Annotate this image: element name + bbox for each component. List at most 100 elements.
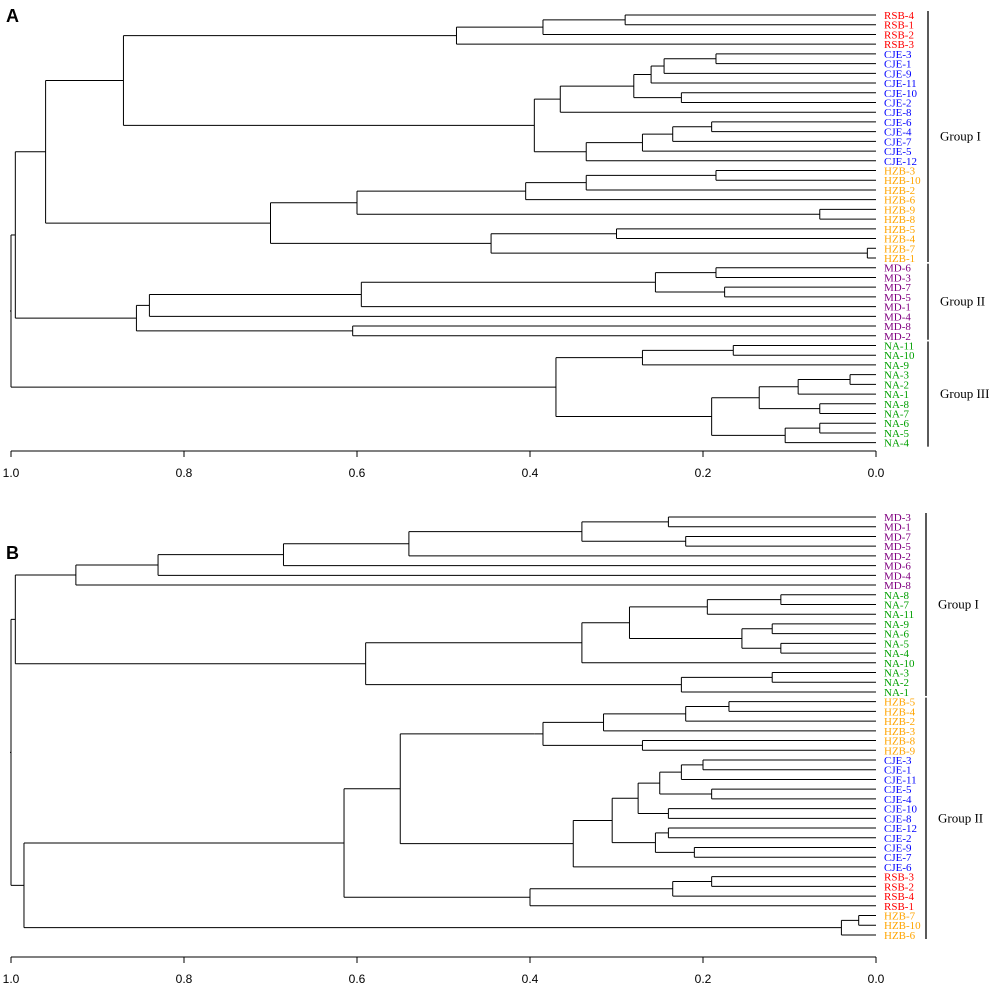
x-tick-label: 0.8 bbox=[176, 466, 193, 480]
leaf-label: CJE-8 bbox=[884, 813, 912, 825]
panel-b-dendrogram: MD-3MD-1MD-7MD-5MD-2MD-6MD-4MD-8NA-8NA-7… bbox=[3, 512, 983, 984]
leaf-label: HZB-2 bbox=[884, 716, 915, 728]
leaf-label: RSB-3 bbox=[884, 39, 914, 51]
leaf-label: RSB-2 bbox=[884, 881, 914, 893]
leaf-label: RSB-1 bbox=[884, 20, 914, 32]
leaf-label: CJE-2 bbox=[884, 833, 912, 845]
leaf-label: NA-9 bbox=[884, 619, 910, 631]
leaf-label: NA-5 bbox=[884, 638, 910, 650]
leaf-label: HZB-4 bbox=[884, 234, 916, 246]
leaf-label: NA-10 bbox=[884, 350, 915, 362]
leaf-label: NA-11 bbox=[884, 609, 914, 621]
leaf-label: HZB-8 bbox=[884, 214, 916, 226]
x-tick-label: 1.0 bbox=[3, 466, 20, 480]
x-tick-label: 0.2 bbox=[695, 972, 712, 984]
leaf-label: MD-2 bbox=[884, 331, 911, 343]
leaf-label: CJE-10 bbox=[884, 88, 918, 100]
leaf-label: CJE-4 bbox=[884, 127, 912, 139]
x-tick-label: 0.6 bbox=[349, 972, 366, 984]
leaf-label: CJE-3 bbox=[884, 49, 912, 61]
leaf-label: CJE-9 bbox=[884, 68, 912, 80]
leaf-label: HZB-9 bbox=[884, 204, 916, 216]
leaf-label: CJE-12 bbox=[884, 156, 917, 168]
leaf-label: MD-8 bbox=[884, 580, 911, 592]
leaf-label: CJE-8 bbox=[884, 107, 912, 119]
leaf-label: CJE-6 bbox=[884, 862, 912, 874]
leaf-label: HZB-10 bbox=[884, 920, 921, 932]
leaf-label: CJE-9 bbox=[884, 842, 912, 854]
x-tick-label: 0.4 bbox=[522, 466, 539, 480]
leaf-label: MD-4 bbox=[884, 570, 911, 582]
leaf-label: CJE-2 bbox=[884, 97, 912, 109]
leaf-label: CJE-4 bbox=[884, 794, 912, 806]
leaf-label: HZB-5 bbox=[884, 224, 916, 236]
panel-a-dendrogram: RSB-4RSB-1RSB-2RSB-3CJE-3CJE-1CJE-9CJE-1… bbox=[3, 10, 990, 480]
group-label: Group II bbox=[940, 294, 985, 309]
leaf-label: HZB-3 bbox=[884, 726, 916, 738]
x-tick-label: 0.2 bbox=[695, 466, 712, 480]
leaf-label: NA-8 bbox=[884, 590, 910, 602]
leaf-label: HZB-6 bbox=[884, 195, 916, 207]
group-label: Group I bbox=[938, 596, 979, 611]
leaf-label: NA-5 bbox=[884, 428, 910, 440]
x-tick-label: 1.0 bbox=[3, 972, 20, 984]
leaf-label: MD-5 bbox=[884, 541, 911, 553]
leaf-label: NA-7 bbox=[884, 409, 910, 421]
leaf-label: NA-3 bbox=[884, 668, 910, 680]
group-label: Group III bbox=[940, 386, 989, 401]
leaf-label: NA-2 bbox=[884, 677, 909, 689]
leaf-label: MD-6 bbox=[884, 561, 911, 573]
leaf-label: NA-9 bbox=[884, 360, 910, 372]
x-tick-label: 0.0 bbox=[868, 972, 885, 984]
leaf-label: MD-3 bbox=[884, 512, 911, 524]
leaf-label: HZB-7 bbox=[884, 243, 916, 255]
leaf-label: RSB-2 bbox=[884, 29, 914, 41]
group-label: Group II bbox=[938, 810, 983, 825]
panel-a-letter: A bbox=[6, 6, 19, 26]
leaf-label: CJE-3 bbox=[884, 755, 912, 767]
leaf-label: NA-6 bbox=[884, 629, 910, 641]
leaf-label: HZB-1 bbox=[884, 253, 915, 265]
leaf-label: CJE-1 bbox=[884, 765, 912, 777]
leaf-label: CJE-6 bbox=[884, 117, 912, 129]
leaf-label: NA-7 bbox=[884, 599, 910, 611]
leaf-label: HZB-7 bbox=[884, 911, 916, 923]
leaf-label: RSB-4 bbox=[884, 10, 914, 22]
leaf-label: CJE-1 bbox=[884, 59, 912, 71]
leaf-label: CJE-10 bbox=[884, 804, 918, 816]
leaf-label: CJE-7 bbox=[884, 136, 912, 148]
leaf-label: HZB-3 bbox=[884, 166, 916, 178]
leaf-label: MD-2 bbox=[884, 551, 911, 563]
leaf-label: CJE-11 bbox=[884, 78, 917, 90]
leaf-label: HZB-5 bbox=[884, 697, 916, 709]
leaf-label: NA-10 bbox=[884, 658, 915, 670]
leaf-label: NA-11 bbox=[884, 340, 914, 352]
x-tick-label: 0.0 bbox=[868, 466, 885, 480]
leaf-label: CJE-7 bbox=[884, 852, 912, 864]
panel-b-letter: B bbox=[6, 543, 19, 563]
leaf-label: NA-1 bbox=[884, 687, 909, 699]
leaf-label: RSB-3 bbox=[884, 872, 914, 884]
leaf-label: HZB-6 bbox=[884, 930, 916, 942]
leaf-label: MD-7 bbox=[884, 531, 911, 543]
leaf-label: HZB-2 bbox=[884, 185, 915, 197]
leaf-label: NA-1 bbox=[884, 389, 909, 401]
leaf-label: NA-2 bbox=[884, 379, 909, 391]
leaf-label: NA-4 bbox=[884, 648, 910, 660]
group-label: Group I bbox=[940, 129, 981, 144]
leaf-label: HZB-9 bbox=[884, 745, 916, 757]
leaf-label: CJE-5 bbox=[884, 784, 912, 796]
leaf-label: NA-4 bbox=[884, 438, 910, 450]
leaf-label: MD-8 bbox=[884, 321, 911, 333]
leaf-label: MD-5 bbox=[884, 292, 911, 304]
leaf-label: CJE-12 bbox=[884, 823, 917, 835]
leaf-label: RSB-1 bbox=[884, 901, 914, 913]
leaf-label: HZB-8 bbox=[884, 736, 916, 748]
leaf-label: MD-4 bbox=[884, 311, 911, 323]
x-tick-label: 0.6 bbox=[349, 466, 366, 480]
leaf-label: MD-1 bbox=[884, 522, 911, 534]
x-tick-label: 0.8 bbox=[176, 972, 193, 984]
leaf-label: HZB-10 bbox=[884, 175, 921, 187]
leaf-label: MD-6 bbox=[884, 263, 911, 275]
